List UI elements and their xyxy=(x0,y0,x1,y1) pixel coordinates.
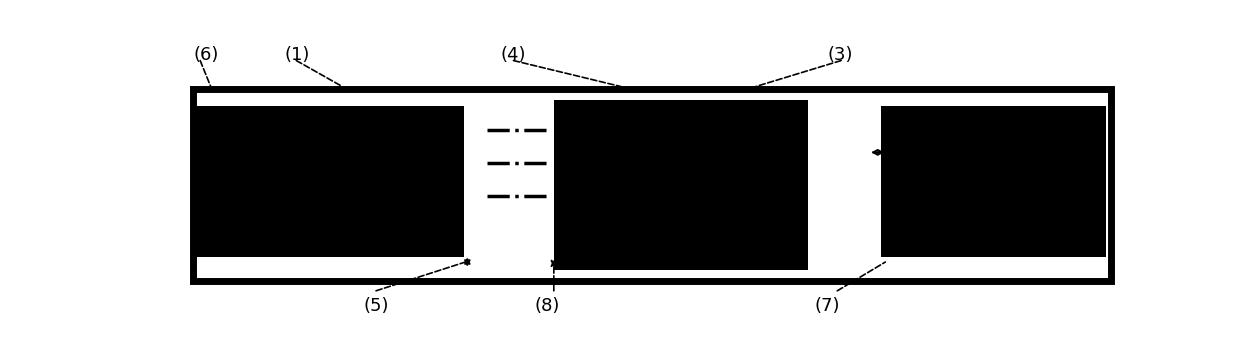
Bar xyxy=(196,106,465,257)
Text: (8): (8) xyxy=(534,297,559,315)
Bar xyxy=(554,100,808,270)
Bar xyxy=(880,106,1106,257)
Text: (4): (4) xyxy=(501,46,527,64)
Text: (3): (3) xyxy=(828,46,853,64)
Text: (7): (7) xyxy=(815,297,841,315)
Text: (6): (6) xyxy=(193,46,218,64)
Text: (5): (5) xyxy=(363,297,389,315)
Text: (1): (1) xyxy=(285,46,310,64)
Bar xyxy=(193,89,1111,281)
